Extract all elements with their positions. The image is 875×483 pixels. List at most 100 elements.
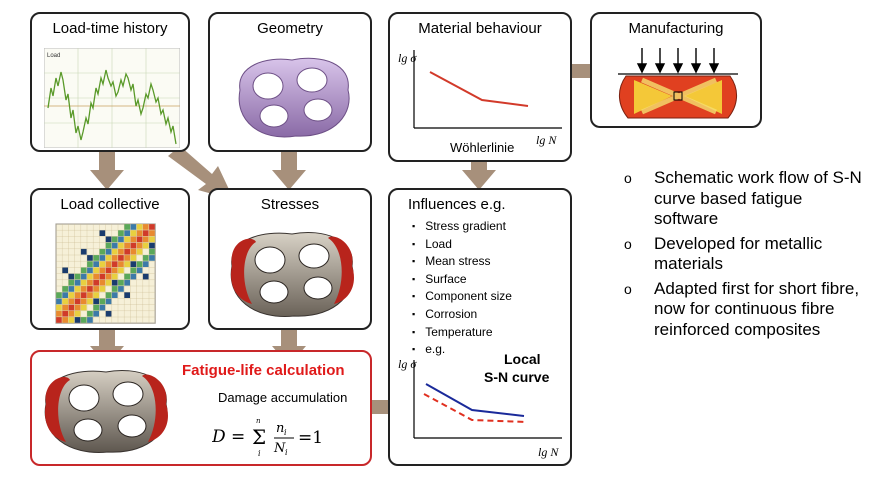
matrix-cell bbox=[99, 267, 106, 274]
matrix-cell bbox=[80, 292, 87, 298]
arrow-loadtime-to-collective bbox=[90, 150, 124, 190]
woehler-chart: lg σ lg N Wöhlerlinie bbox=[398, 50, 562, 155]
matrix-cell bbox=[118, 267, 124, 274]
matrix-cell bbox=[87, 267, 93, 274]
matrix-cell bbox=[93, 304, 99, 311]
matrix-cell bbox=[80, 298, 87, 305]
matrix-cell bbox=[74, 292, 81, 298]
matrix-cell bbox=[105, 255, 112, 261]
arrow-loadtime-to-stresses bbox=[168, 146, 234, 200]
load-collective-box: Load collective bbox=[30, 188, 190, 330]
matrix-cell bbox=[99, 255, 106, 261]
matrix-cell bbox=[130, 273, 137, 280]
matrix-cell bbox=[62, 286, 68, 292]
matrix-cell bbox=[118, 279, 124, 286]
matrix-cell bbox=[87, 279, 93, 286]
stresses-box: Stresses bbox=[208, 188, 372, 330]
matrix-cell bbox=[105, 298, 112, 305]
material-x-label: lg N bbox=[536, 133, 557, 147]
matrix-cell bbox=[105, 267, 112, 274]
matrix-cell bbox=[87, 273, 93, 280]
matrix-cell bbox=[87, 298, 93, 305]
load-collective-matrix bbox=[55, 223, 156, 324]
matrix-cell bbox=[142, 255, 149, 261]
formula-denominator-sub: i bbox=[285, 448, 288, 457]
geometry-part-image bbox=[238, 57, 350, 138]
local-y-label: lg σ bbox=[398, 357, 417, 371]
matrix-cell bbox=[74, 317, 81, 323]
local-sn-chart: lg σ lg N Local S-N curve bbox=[398, 351, 562, 459]
matrix-cell bbox=[68, 286, 75, 292]
matrix-cell bbox=[93, 255, 99, 261]
matrix-cell bbox=[118, 261, 124, 267]
matrix-cell bbox=[74, 304, 81, 311]
matrix-cell bbox=[68, 279, 75, 286]
load-signal bbox=[47, 69, 177, 145]
load-axis-label: Load bbox=[47, 53, 60, 59]
influences-list: Stress gradient Load Mean stress Surface… bbox=[416, 218, 512, 359]
matrix-cell bbox=[142, 224, 149, 230]
manufacturing-box: Manufacturing bbox=[590, 12, 762, 128]
matrix-cell bbox=[80, 304, 87, 311]
matrix-cell bbox=[62, 267, 68, 274]
formula-lhs: D = bbox=[212, 427, 245, 447]
bullet-marker: o bbox=[624, 235, 632, 252]
matrix-cell bbox=[124, 224, 130, 230]
matrix-cell bbox=[149, 230, 155, 236]
load-time-chart: Load bbox=[44, 48, 180, 148]
matrix-cell bbox=[130, 224, 137, 230]
matrix-cell bbox=[56, 304, 62, 311]
matrix-cell bbox=[68, 273, 75, 280]
matrix-cell bbox=[130, 230, 137, 236]
matrix-cell bbox=[80, 286, 87, 292]
matrix-cell bbox=[111, 292, 118, 298]
influence-item: Corrosion bbox=[416, 306, 512, 324]
local-x-label: lg N bbox=[538, 445, 559, 459]
summary-bullet-text: Developed for metallic materials bbox=[654, 233, 823, 274]
matrix-cell bbox=[99, 286, 106, 292]
formula-sum: Σ bbox=[252, 425, 266, 449]
summary-bullets: o Schematic work flow of S-N curve based … bbox=[620, 168, 870, 344]
matrix-cell bbox=[130, 242, 137, 249]
matrix-cell bbox=[87, 286, 93, 292]
matrix-cell bbox=[111, 279, 118, 286]
formula-rhs: =1 bbox=[298, 428, 323, 448]
formula-numerator: n bbox=[276, 421, 284, 436]
matrix-cell bbox=[56, 298, 62, 305]
material-behaviour-box: Material behaviour lg σ lg N Wöhlerlinie bbox=[388, 12, 572, 162]
matrix-cell bbox=[111, 248, 118, 255]
matrix-cell bbox=[149, 248, 155, 255]
influence-item: Temperature bbox=[416, 324, 512, 342]
matrix-cell bbox=[62, 304, 68, 311]
local-label-line2: S-N curve bbox=[484, 369, 550, 385]
matrix-cell bbox=[118, 286, 124, 292]
matrix-cell bbox=[142, 242, 149, 249]
matrix-cell bbox=[56, 317, 62, 323]
damage-accumulation-label: Damage accumulation bbox=[218, 390, 348, 405]
matrix-cell bbox=[62, 310, 68, 317]
matrix-cell bbox=[111, 267, 118, 274]
matrix-cell bbox=[74, 279, 81, 286]
matrix-cell bbox=[136, 230, 143, 236]
matrix-cell bbox=[111, 255, 118, 261]
summary-bullet: o Schematic work flow of S-N curve based … bbox=[620, 168, 870, 230]
matrix-cell bbox=[124, 261, 130, 267]
matrix-cell bbox=[124, 230, 130, 236]
geometry-box: Geometry bbox=[208, 12, 372, 152]
matrix-cell bbox=[80, 267, 87, 274]
matrix-cell bbox=[130, 255, 137, 261]
matrix-cell bbox=[124, 292, 130, 298]
local-sn-curve-solid bbox=[425, 383, 525, 417]
matrix-cell bbox=[87, 255, 93, 261]
matrix-cell bbox=[130, 248, 137, 255]
matrix-cell bbox=[136, 248, 143, 255]
matrix-cell bbox=[105, 242, 112, 249]
influences-title: Influences e.g. bbox=[408, 196, 506, 213]
matrix-cell bbox=[80, 273, 87, 280]
matrix-cell bbox=[99, 248, 106, 255]
matrix-cell bbox=[130, 267, 137, 274]
matrix-cell bbox=[124, 273, 130, 280]
matrix-cell bbox=[62, 317, 68, 323]
arrow-geometry-to-stresses bbox=[272, 150, 306, 190]
matrix-cell bbox=[99, 261, 106, 267]
